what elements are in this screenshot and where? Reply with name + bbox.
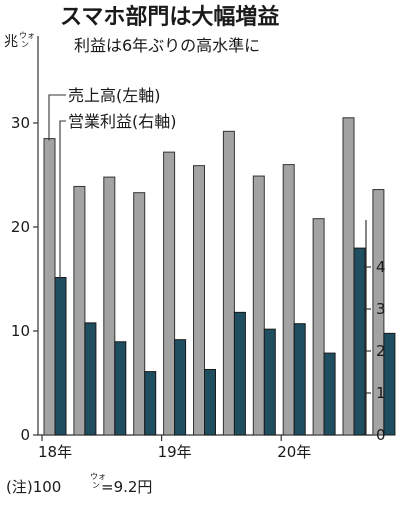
left-axis-unit: 兆 [4, 34, 18, 50]
right-tick-label: 3 [376, 300, 386, 318]
bar-profit [174, 339, 187, 436]
right-tick-label: 4 [376, 258, 386, 276]
bar-revenue [163, 151, 176, 436]
bar-revenue [133, 192, 146, 436]
x-tick-label: 19年 [158, 443, 192, 461]
left-axis-unit-small: ウォ ン [19, 31, 38, 49]
right-tick-label: 2 [376, 342, 386, 360]
footnote: (注)100 [6, 478, 61, 496]
chart-subtitle: 利益は6年ぶりの高水準に [74, 36, 260, 55]
left-tick-label: 0 [20, 426, 30, 444]
bar-revenue [193, 165, 205, 436]
bar-revenue [282, 164, 295, 436]
bars [43, 117, 396, 436]
legend-leader-profit [59, 120, 66, 280]
legend-label-profit: 営業利益(右軸) [68, 112, 177, 131]
bar-revenue [372, 189, 385, 436]
bar-profit [84, 322, 97, 436]
bar-profit [353, 247, 366, 436]
left-tick-label: 30 [11, 114, 30, 132]
bar-profit [263, 328, 276, 436]
bar-profit [144, 371, 157, 436]
left-tick-label: 20 [11, 218, 30, 236]
x-tick-label: 18年 [38, 443, 72, 461]
bar-revenue [342, 117, 355, 436]
tick-labels: 0 10 20 30 0 1 2 3 4 18年 19年 20年 [11, 114, 386, 461]
bar-profit [293, 323, 306, 436]
legend-leader-revenue [48, 94, 66, 141]
left-tick-label: 10 [11, 322, 30, 340]
legend-label-revenue: 売上高(左軸) [68, 86, 161, 105]
footnote-unit-small: ウォ ン [90, 472, 109, 490]
bar-profit [114, 341, 127, 436]
bar-profit [204, 368, 216, 436]
bar-profit [233, 311, 246, 436]
bar-profit [383, 332, 396, 436]
bar-profit [323, 352, 336, 436]
bar-revenue [252, 175, 265, 436]
bar-revenue [43, 138, 56, 436]
bar-revenue [73, 185, 86, 436]
right-tick-label: 1 [376, 384, 386, 402]
bar-revenue [222, 130, 235, 436]
footnote-suffix: =9.2円 [101, 478, 152, 496]
chart-title: スマホ部門は大幅増益 [60, 4, 279, 30]
right-tick-label: 0 [376, 426, 386, 444]
footnote-prefix: (注)100 [6, 478, 61, 496]
x-tick-label: 20年 [277, 443, 311, 461]
legend-leaders [48, 94, 66, 280]
bar-profit [54, 277, 67, 436]
bar-revenue [103, 176, 116, 436]
bar-revenue [312, 218, 325, 436]
